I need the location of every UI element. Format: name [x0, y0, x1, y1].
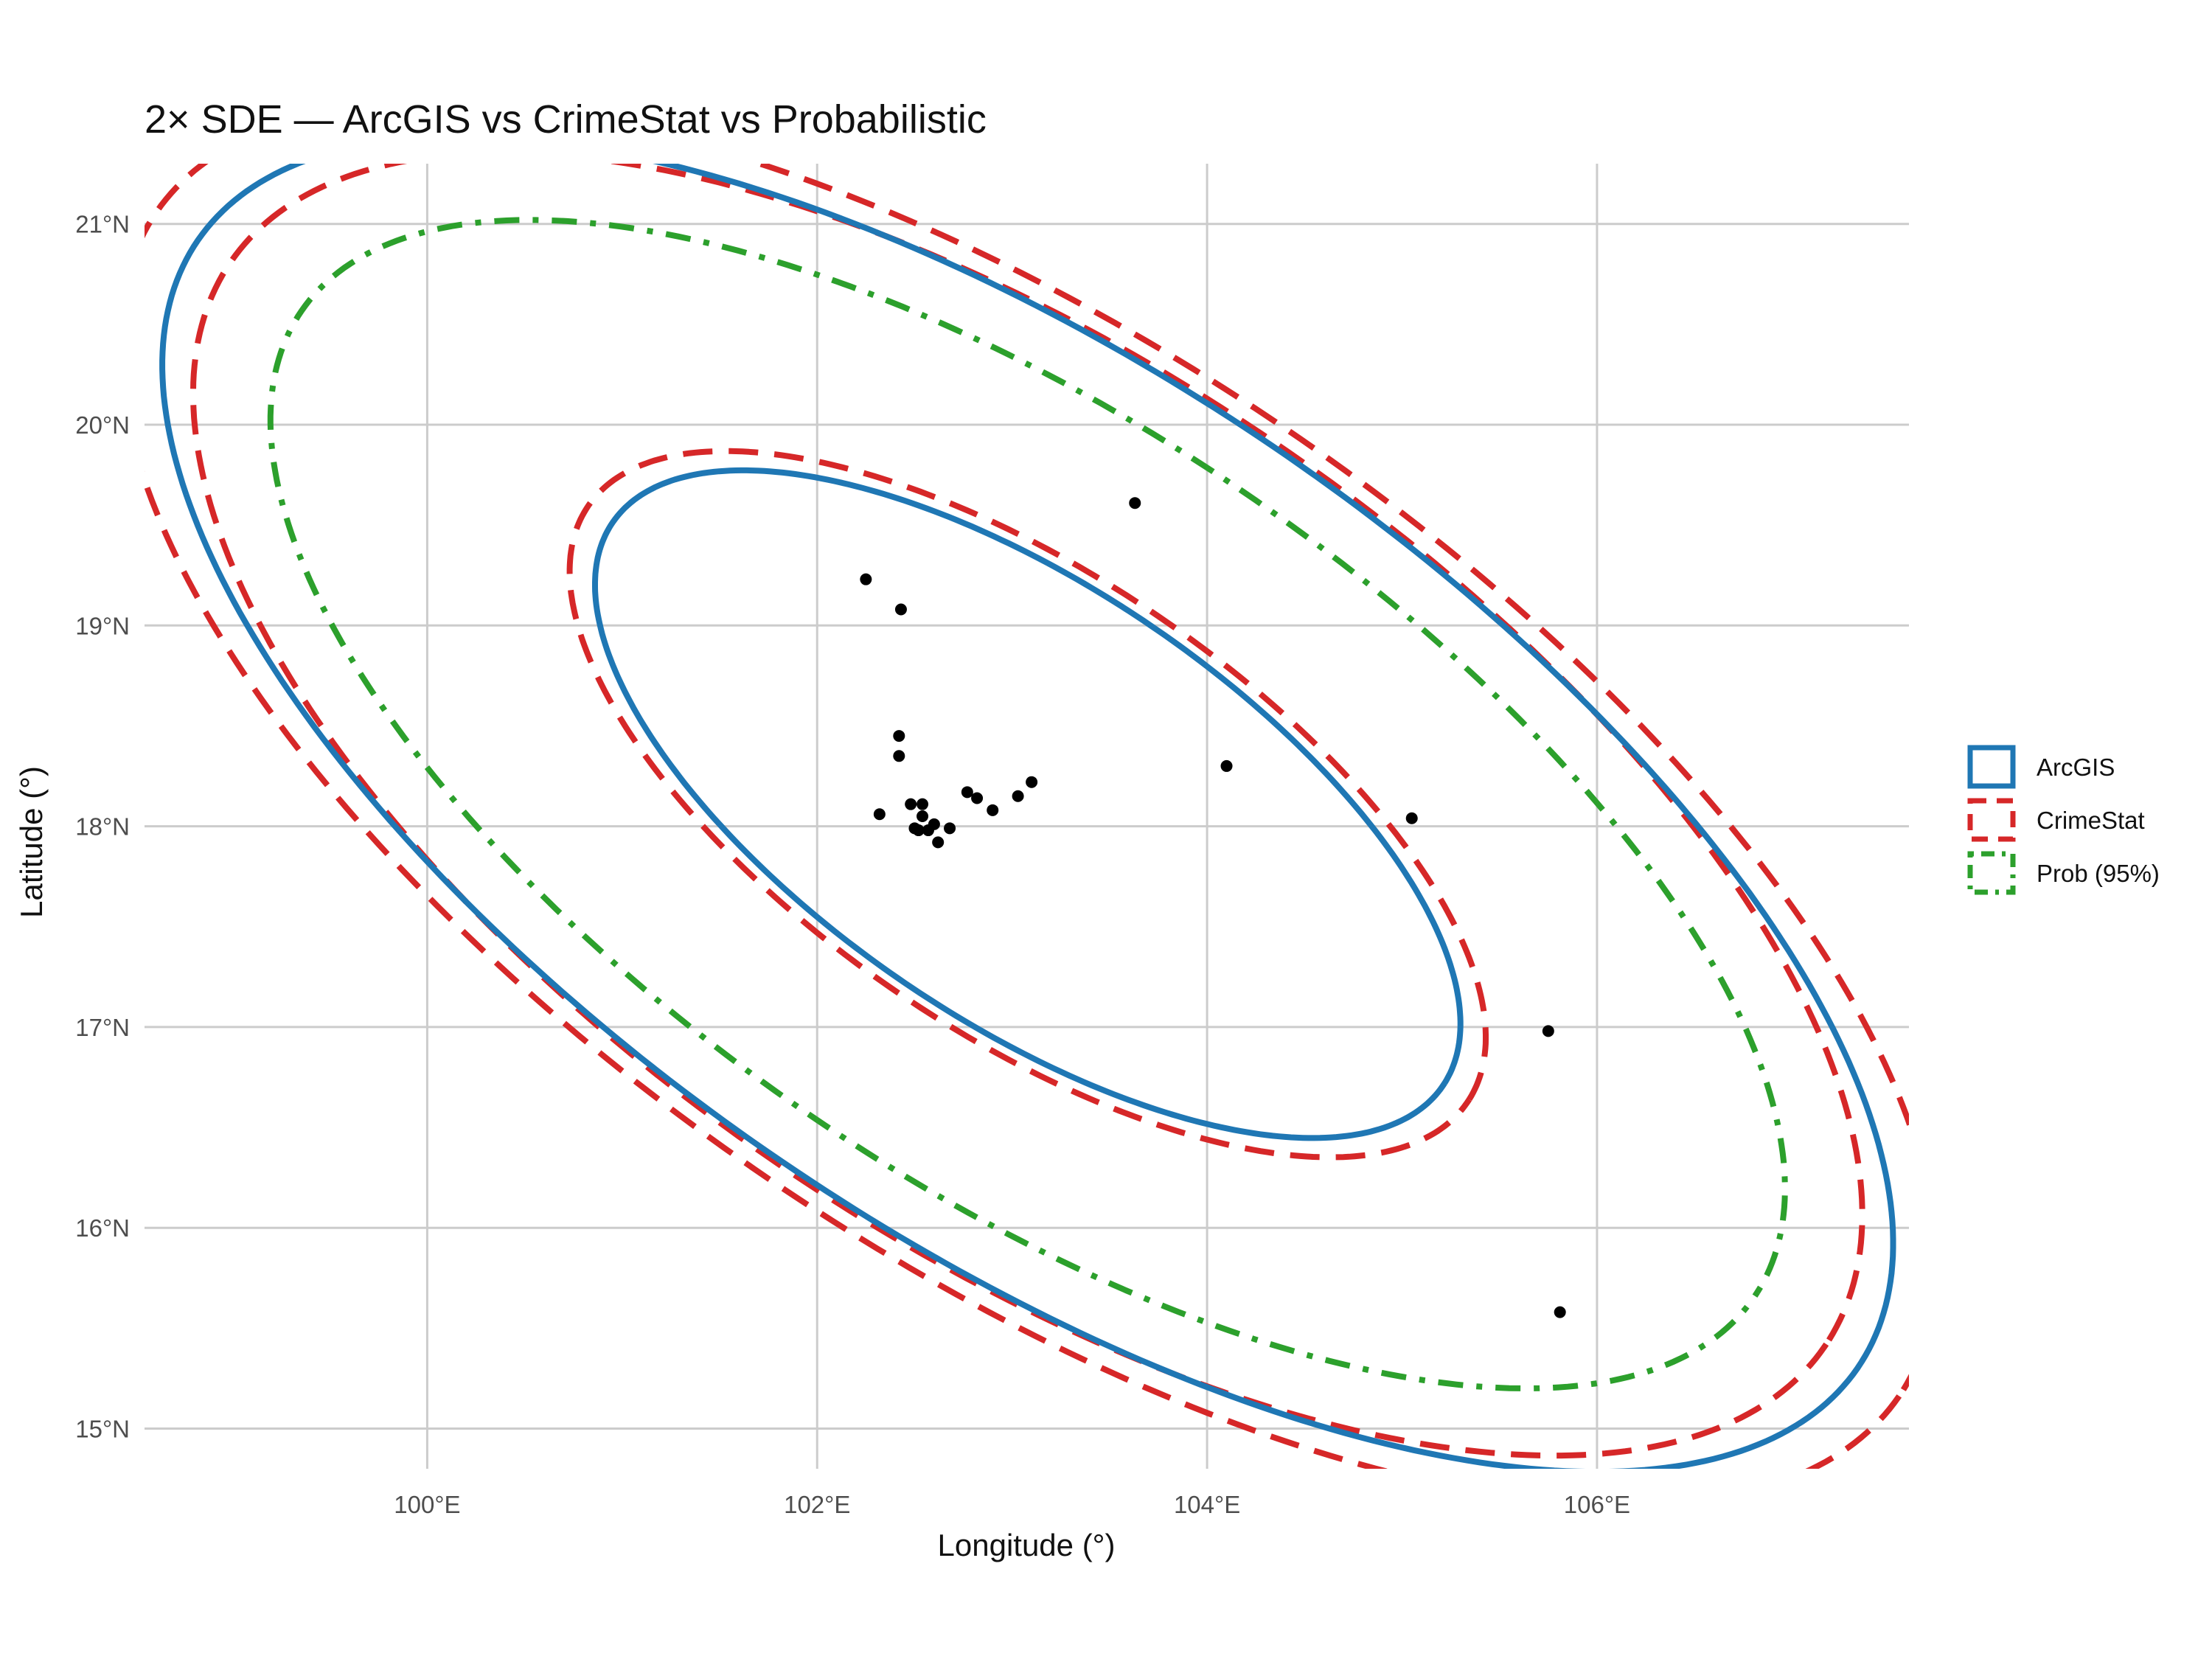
legend: ArcGIS CrimeStat Prob (95%)	[1967, 745, 2160, 895]
data-point	[971, 792, 984, 804]
chart-title: 2× SDE — ArcGIS vs CrimeStat vs Probabil…	[145, 97, 987, 142]
ellipse-arcgis	[592, 467, 1464, 1141]
ellipse-layer	[145, 164, 1909, 1469]
data-point	[905, 798, 917, 810]
ellipse-crimestat	[190, 164, 1865, 1459]
y-tick-label: 18°N	[75, 813, 130, 841]
legend-key-prob	[1967, 851, 2016, 895]
ellipse-crimestat	[145, 164, 1909, 1469]
data-point	[912, 824, 925, 837]
legend-label-arcgis: ArcGIS	[2037, 754, 2115, 781]
x-tick-label: 102°E	[784, 1491, 850, 1518]
y-tick-label: 15°N	[75, 1416, 130, 1443]
y-tick-label: 16°N	[75, 1214, 130, 1242]
data-point	[1026, 776, 1038, 788]
data-point	[917, 810, 929, 822]
y-axis-title: Latitude (°)	[14, 766, 49, 918]
data-point	[932, 836, 945, 849]
ellipse-prob	[267, 217, 1788, 1392]
y-tick-label: 21°N	[75, 211, 130, 238]
data-point	[1220, 759, 1233, 772]
data-point	[1405, 812, 1418, 824]
legend-key-crimestat	[1967, 798, 2016, 842]
data-point	[893, 750, 905, 762]
data-point	[944, 822, 956, 835]
legend-label-crimestat: CrimeStat	[2037, 807, 2145, 834]
data-point	[1554, 1306, 1566, 1318]
legend-label-prob: Prob (95%)	[2037, 860, 2160, 887]
ellipse-arcgis	[159, 164, 1896, 1469]
x-axis-title: Longitude (°)	[938, 1528, 1116, 1562]
data-point	[961, 786, 973, 799]
data-point	[917, 798, 929, 810]
legend-key-arcgis	[1967, 745, 2016, 789]
data-point	[1012, 790, 1024, 802]
y-tick-label: 19°N	[75, 612, 130, 639]
data-point	[893, 730, 905, 742]
data-point	[1542, 1025, 1554, 1037]
tick-labels: 100°E 102°E 104°E 106°E 15°N 16°N 17°N 18°N 19°N…	[75, 211, 1630, 1518]
data-point	[928, 818, 940, 830]
data-point	[894, 603, 907, 616]
point-layer	[860, 497, 1566, 1318]
data-point	[1129, 497, 1141, 509]
x-tick-label: 106°E	[1564, 1491, 1630, 1518]
x-tick-label: 100°E	[394, 1491, 460, 1518]
data-point	[860, 573, 872, 585]
grid-layer	[145, 164, 1909, 1469]
x-tick-label: 104°E	[1174, 1491, 1240, 1518]
y-tick-label: 17°N	[75, 1014, 130, 1041]
data-point	[987, 804, 999, 816]
data-point	[873, 808, 886, 821]
ellipse-crimestat	[566, 448, 1489, 1161]
y-tick-label: 20°N	[75, 411, 130, 439]
